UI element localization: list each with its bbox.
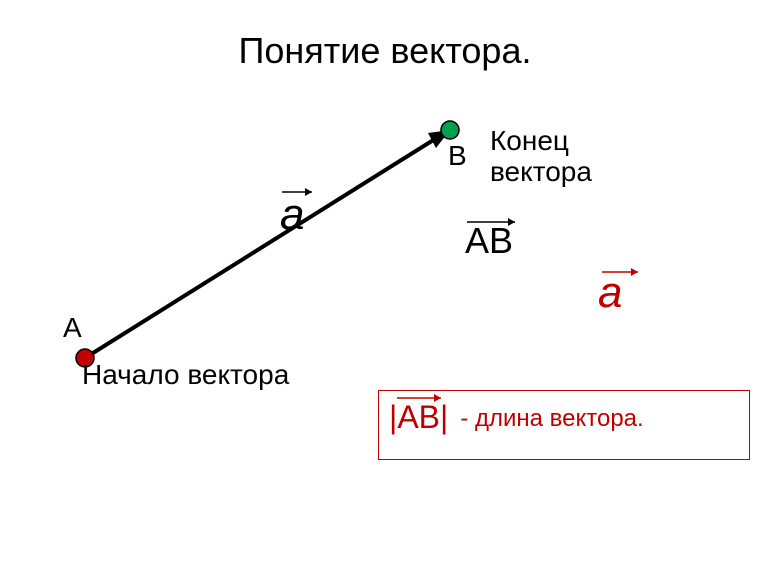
point-b-label: B (448, 140, 467, 172)
vector-a-on-line: a (280, 190, 304, 240)
end-vector-line1: Конец (490, 125, 569, 156)
vector-line (85, 134, 443, 358)
point-b (441, 121, 459, 139)
end-vector-label: Конец вектора (490, 126, 592, 188)
point-a-label: A (63, 312, 82, 344)
start-vector-label: Начало вектора (82, 360, 289, 391)
end-vector-line2: вектора (490, 156, 592, 187)
length-desc-text: - длина вектора. (460, 405, 643, 433)
length-box: |AB| - длина вектора. (378, 390, 750, 460)
arrow-over-a-red-head (631, 268, 638, 276)
length-ab-text: |AB| (389, 399, 448, 436)
vector-a-red: a (598, 268, 622, 318)
diagram-svg (0, 0, 770, 577)
arrow-over-a-line-head (305, 188, 312, 196)
vector-ab-label: AB (465, 220, 513, 262)
